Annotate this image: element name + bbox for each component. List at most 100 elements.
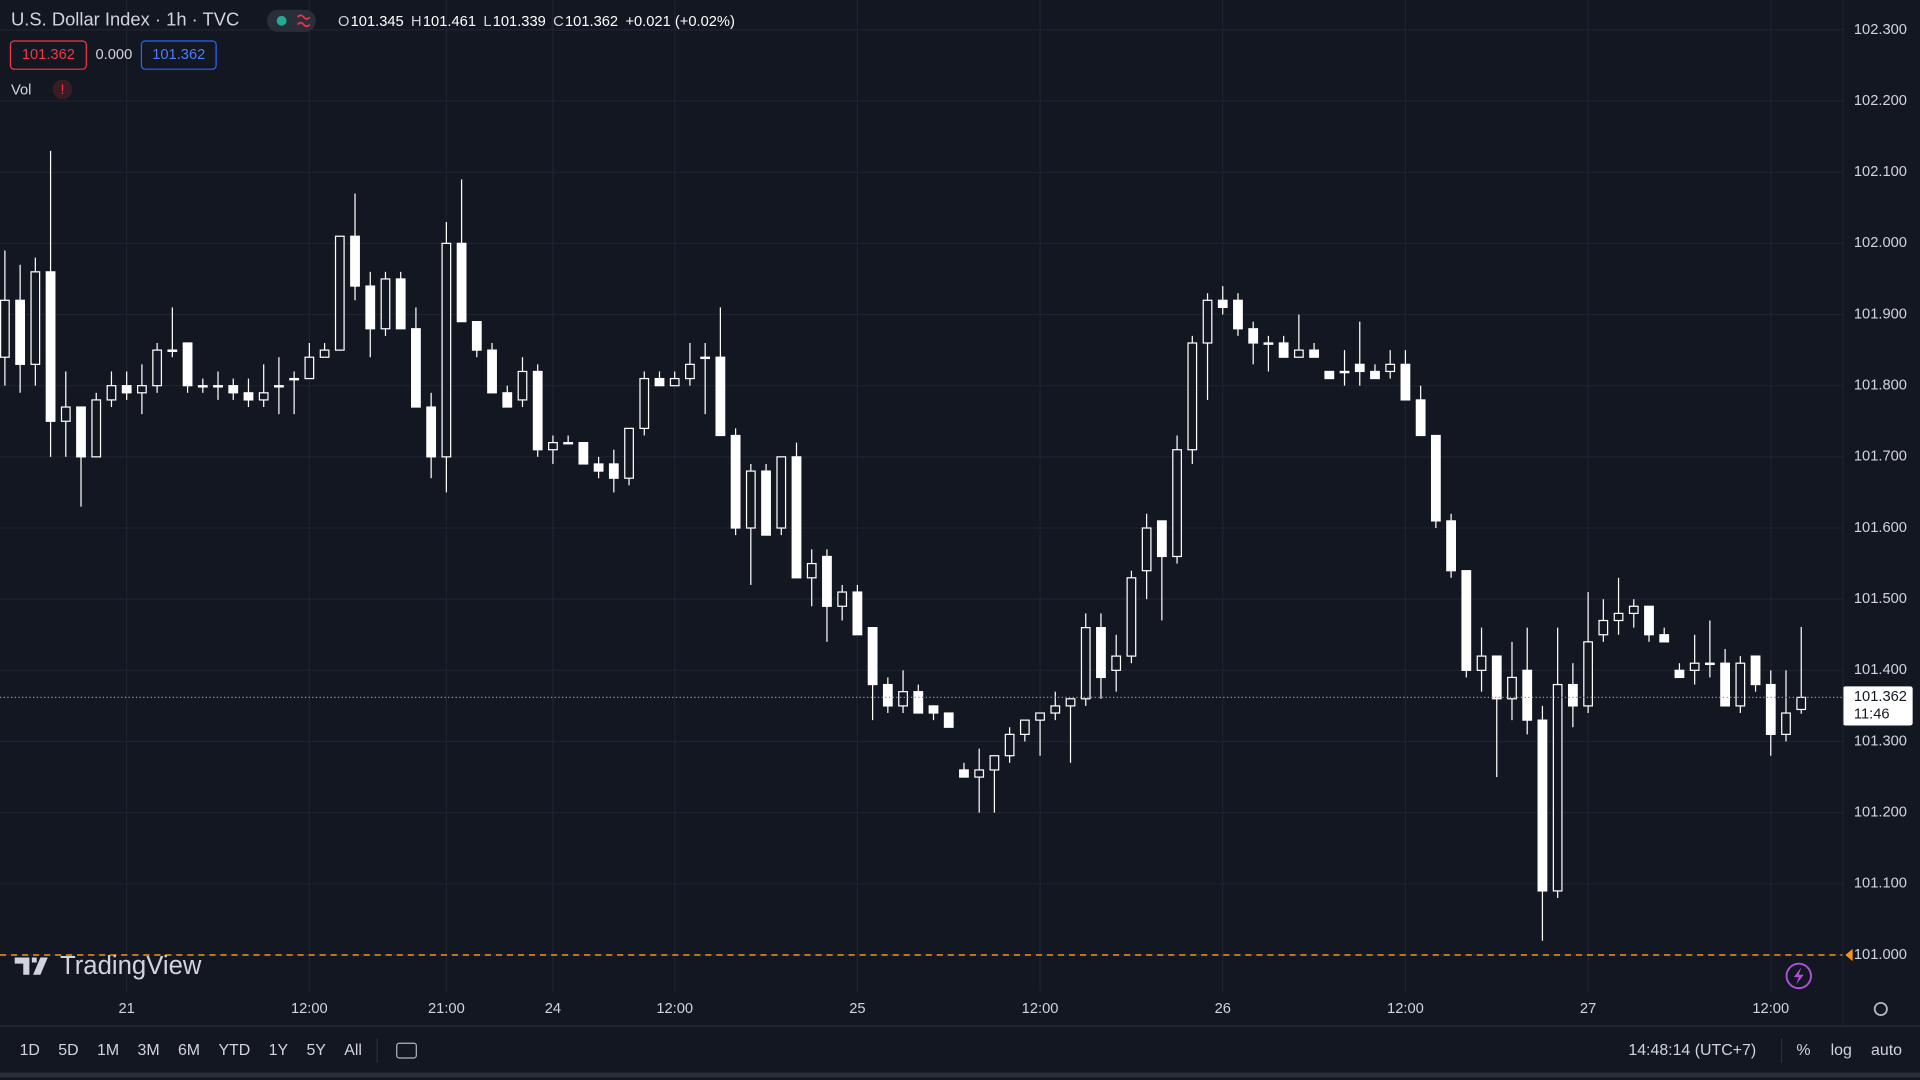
candle-body — [578, 442, 589, 465]
candle-body — [1689, 662, 1700, 671]
candle-body — [1065, 698, 1076, 707]
candle-body — [0, 299, 10, 358]
y-tick-label: 101.800 — [1854, 378, 1907, 394]
candle-body — [1735, 662, 1746, 707]
indicator-name: Vol — [11, 82, 31, 98]
candle-body — [1111, 655, 1122, 671]
scale-option[interactable]: % — [1796, 1042, 1810, 1059]
range-button[interactable]: 5D — [58, 1042, 78, 1059]
candle-body — [1598, 619, 1609, 636]
candle-body — [1522, 669, 1533, 721]
candle-body — [1659, 634, 1670, 643]
candle-body — [304, 356, 315, 380]
candle-body — [30, 271, 41, 365]
market-open-dot — [276, 15, 287, 26]
candle-body — [517, 370, 528, 401]
x-tick-label: 12:00 — [291, 1001, 328, 1017]
scale-option[interactable]: auto — [1871, 1042, 1902, 1059]
alert-icon-bolt — [1793, 967, 1804, 985]
candle-body — [334, 235, 345, 351]
candle-body — [456, 242, 467, 323]
range-button[interactable]: 1M — [97, 1042, 119, 1059]
candle-body — [350, 235, 360, 287]
range-button[interactable]: 3M — [137, 1042, 159, 1059]
candle-body — [1019, 719, 1030, 735]
ask-box[interactable] — [140, 40, 217, 70]
candle-body — [1339, 370, 1350, 374]
y-tick-label: 101.000 — [1854, 947, 1907, 963]
range-button[interactable]: 1Y — [269, 1042, 289, 1059]
status-badge — [266, 9, 316, 32]
candle-body — [137, 385, 147, 394]
y-tick-label: 101.600 — [1854, 520, 1907, 536]
range-button[interactable]: 5Y — [306, 1042, 326, 1059]
candle-body — [1233, 299, 1243, 330]
candle-body — [669, 377, 680, 387]
candle-body — [1476, 655, 1487, 671]
candle-body — [289, 377, 300, 381]
legend-value: 101.461 — [423, 14, 476, 30]
legend-value: 101.345 — [351, 14, 404, 30]
candle-body — [1217, 299, 1228, 309]
candle-body — [1567, 683, 1578, 707]
bid-box[interactable] — [9, 40, 87, 70]
candle-body — [1613, 612, 1624, 622]
alert-icon[interactable] — [1785, 962, 1812, 990]
candle-body — [182, 342, 193, 387]
range-button[interactable]: All — [344, 1042, 362, 1059]
ask-price: 101.362 — [152, 47, 205, 63]
scale-option[interactable]: log — [1831, 1042, 1852, 1059]
candle-body — [928, 705, 939, 714]
candle-body — [913, 691, 924, 714]
clock[interactable]: 14:48:14 (UTC+7) — [1628, 1042, 1756, 1059]
candle-body — [730, 434, 741, 529]
x-tick-label: 25 — [849, 1001, 865, 1017]
candle-body — [1491, 655, 1502, 700]
candle-body — [700, 356, 711, 360]
candle-body — [395, 278, 406, 330]
candle-body — [380, 278, 391, 330]
candle-body — [471, 321, 482, 351]
y-tick-label: 101.700 — [1854, 449, 1907, 465]
chart-title: U.S. Dollar Index · 1h · TVC — [11, 9, 239, 30]
last-price-label: 101.362 — [1854, 689, 1907, 705]
candle-body — [411, 328, 421, 408]
settings-icon[interactable] — [1873, 1001, 1888, 1017]
legend-key: L — [483, 14, 491, 30]
candle-body — [1765, 683, 1776, 735]
candle-body — [213, 385, 223, 388]
candle-body — [121, 385, 132, 394]
logo-icon — [14, 957, 48, 975]
alert-marker[interactable] — [1845, 948, 1853, 962]
candle-body — [1080, 627, 1091, 700]
candle-body — [1430, 434, 1441, 522]
x-tick-label: 12:00 — [1752, 1001, 1789, 1017]
candle-body — [898, 691, 908, 707]
x-tick-label: 12:00 — [1387, 1001, 1424, 1017]
range-button[interactable]: YTD — [218, 1042, 250, 1059]
candle-body — [228, 385, 239, 394]
candle-body — [1096, 627, 1106, 679]
y-tick-label: 101.400 — [1854, 662, 1907, 678]
legend-value: 101.362 — [565, 14, 618, 30]
legend-key: H — [411, 14, 422, 30]
indicator-alert-badge[interactable] — [52, 79, 73, 100]
range-button[interactable]: 1D — [20, 1042, 40, 1059]
date-range-icon[interactable] — [396, 1042, 417, 1059]
candle-body — [791, 456, 802, 579]
candle-body — [60, 406, 71, 422]
candle-body — [243, 392, 254, 401]
last-price-box — [1842, 686, 1913, 726]
logo-text[interactable]: TradingView — [60, 952, 202, 980]
y-tick-label: 102.300 — [1854, 22, 1907, 38]
candle-body — [1704, 662, 1715, 666]
candle-body — [1278, 342, 1289, 358]
indicator-alert: ! — [61, 82, 65, 97]
candle-body — [45, 271, 56, 422]
candle-body — [441, 242, 452, 458]
candle-body — [258, 392, 269, 401]
range-button[interactable]: 6M — [178, 1042, 200, 1059]
